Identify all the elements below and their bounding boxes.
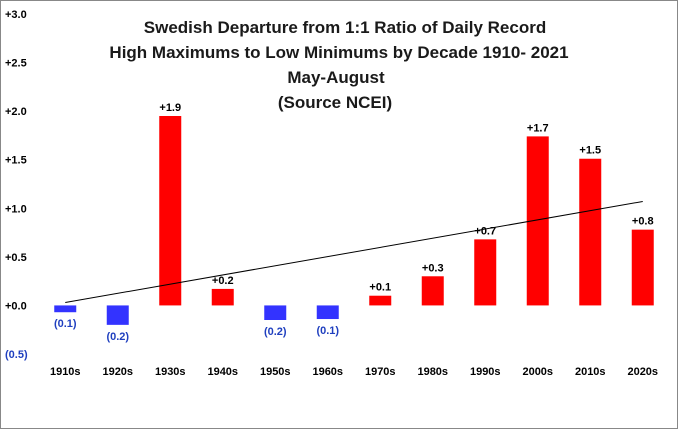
- x-tick-label: 1930s: [155, 366, 186, 378]
- y-tick-label: +2.5: [5, 58, 27, 70]
- x-tick-label: 1950s: [260, 366, 291, 378]
- chart-title-line-3: May-August: [287, 68, 385, 87]
- y-tick-label: (0.5): [5, 349, 28, 361]
- x-tick-label: 1940s: [207, 366, 238, 378]
- bar-1910s: [54, 305, 77, 313]
- bar-1950s: [264, 305, 287, 320]
- bar-1940s: [211, 288, 234, 306]
- bar-1920s: [106, 305, 129, 325]
- data-label: +0.1: [369, 282, 391, 294]
- x-tick-label: 1970s: [365, 366, 396, 378]
- bar-2010s: [579, 158, 602, 306]
- data-label: +0.7: [474, 225, 496, 237]
- chart-title-line-2: High Maximums to Low Minimums by Decade …: [109, 43, 568, 62]
- data-label: +0.2: [212, 275, 234, 287]
- x-tick-label: 1990s: [470, 366, 501, 378]
- y-tick-label: +0.0: [5, 300, 27, 312]
- chart-title: Swedish Departure from 1:1 Ratio of Dail…: [109, 18, 568, 112]
- y-tick-label: +2.0: [5, 106, 27, 118]
- bar-1960s: [316, 305, 339, 320]
- bar-1980s: [421, 276, 444, 306]
- bar-1970s: [369, 295, 392, 306]
- x-tick-label: 2000s: [522, 366, 553, 378]
- x-axis: 1910s 1920s 1930s 1940s 1950s 1960s 1970s 1980s…: [50, 366, 658, 378]
- chart-title-line-4: (Source NCEI): [278, 93, 392, 112]
- data-label: (0.2): [264, 326, 287, 338]
- y-tick-label: +1.5: [5, 155, 27, 167]
- chart-title-line-1: Swedish Departure from 1:1 Ratio of Dail…: [144, 18, 546, 37]
- y-tick-label: +1.0: [5, 203, 27, 215]
- bar-1990s: [474, 239, 497, 306]
- trendline: [65, 200, 643, 304]
- bar-2000s: [526, 136, 549, 306]
- data-label: (0.1): [54, 318, 77, 330]
- data-label: +1.7: [527, 122, 549, 134]
- x-tick-label: 1980s: [417, 366, 448, 378]
- x-tick-label: 1960s: [312, 366, 343, 378]
- y-tick-label: +3.0: [5, 9, 27, 21]
- y-tick-label: +0.5: [5, 252, 27, 264]
- data-label: +1.9: [159, 102, 181, 114]
- data-label: +1.5: [579, 145, 601, 157]
- x-tick-label: 1910s: [50, 366, 81, 378]
- bars: [54, 116, 654, 325]
- x-tick-label: 1920s: [102, 366, 133, 378]
- data-label: +0.3: [422, 262, 444, 274]
- data-label: (0.1): [316, 325, 339, 337]
- data-labels: (0.1) (0.2) +1.9 +0.2 (0.2) (0.1) +0.1 +0.3 +0.7…: [54, 102, 654, 343]
- data-label: (0.2): [106, 331, 129, 343]
- data-label: +0.8: [632, 216, 654, 228]
- x-tick-label: 2020s: [627, 366, 658, 378]
- bar-2020s: [631, 229, 654, 306]
- y-axis: +3.0 +2.5 +2.0 +1.5 +1.0 +0.5 +0.0 (0.5): [5, 9, 28, 361]
- trendline-group: [65, 200, 643, 304]
- x-tick-label: 2010s: [575, 366, 606, 378]
- bar-1930s: [159, 116, 182, 306]
